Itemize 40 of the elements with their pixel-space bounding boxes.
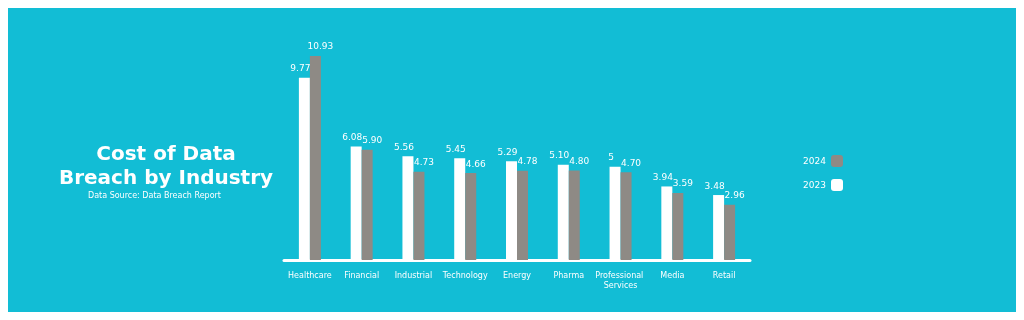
data-label: 10.93 [307,41,334,52]
data-label: 5.90 [362,135,383,146]
x-tick-label: Industrial [394,270,433,280]
x-tick-label: Technology [441,270,488,280]
bar [413,171,425,260]
data-label: 9.77 [290,63,311,74]
x-tick-label: Energy [502,270,532,280]
data-label: 4.78 [517,156,538,167]
legend-label: 2023 [803,180,826,190]
data-label: 5.10 [549,150,570,161]
data-label: 3.48 [704,180,725,191]
x-tick-label: Retail [712,270,736,280]
data-label: 2.96 [724,190,745,201]
bar [568,170,580,260]
bar [517,170,528,260]
data-label: 5.45 [445,143,466,154]
data-label: 5.29 [497,146,518,157]
legend-label: 2024 [803,156,827,166]
x-tick-label: Professional Services [595,270,646,290]
bar [724,204,736,260]
data-label: 3.59 [672,178,694,189]
x-tick-label: Healthcare [288,270,332,280]
data-label: 3.94 [652,171,674,182]
data-label: 4.80 [569,155,590,166]
bar [620,172,632,260]
x-tick-label: Financial [344,270,380,280]
data-label: 5.56 [393,141,415,152]
x-tick-label: Media [660,270,685,280]
bar [361,149,373,260]
data-label: 5 [608,152,614,163]
bar [309,55,321,260]
data-label: 4.73 [413,157,434,168]
data-label: 4.66 [465,158,487,169]
bar [672,192,684,260]
bar [465,173,477,260]
text: Cost of Data Breach by Industry [58,141,274,189]
source-note: Data Source: Data Breach Report [88,190,221,200]
x-tick-label: Pharma [553,270,585,280]
data-label: 6.08 [342,132,363,143]
data-label: 4.70 [621,157,642,168]
